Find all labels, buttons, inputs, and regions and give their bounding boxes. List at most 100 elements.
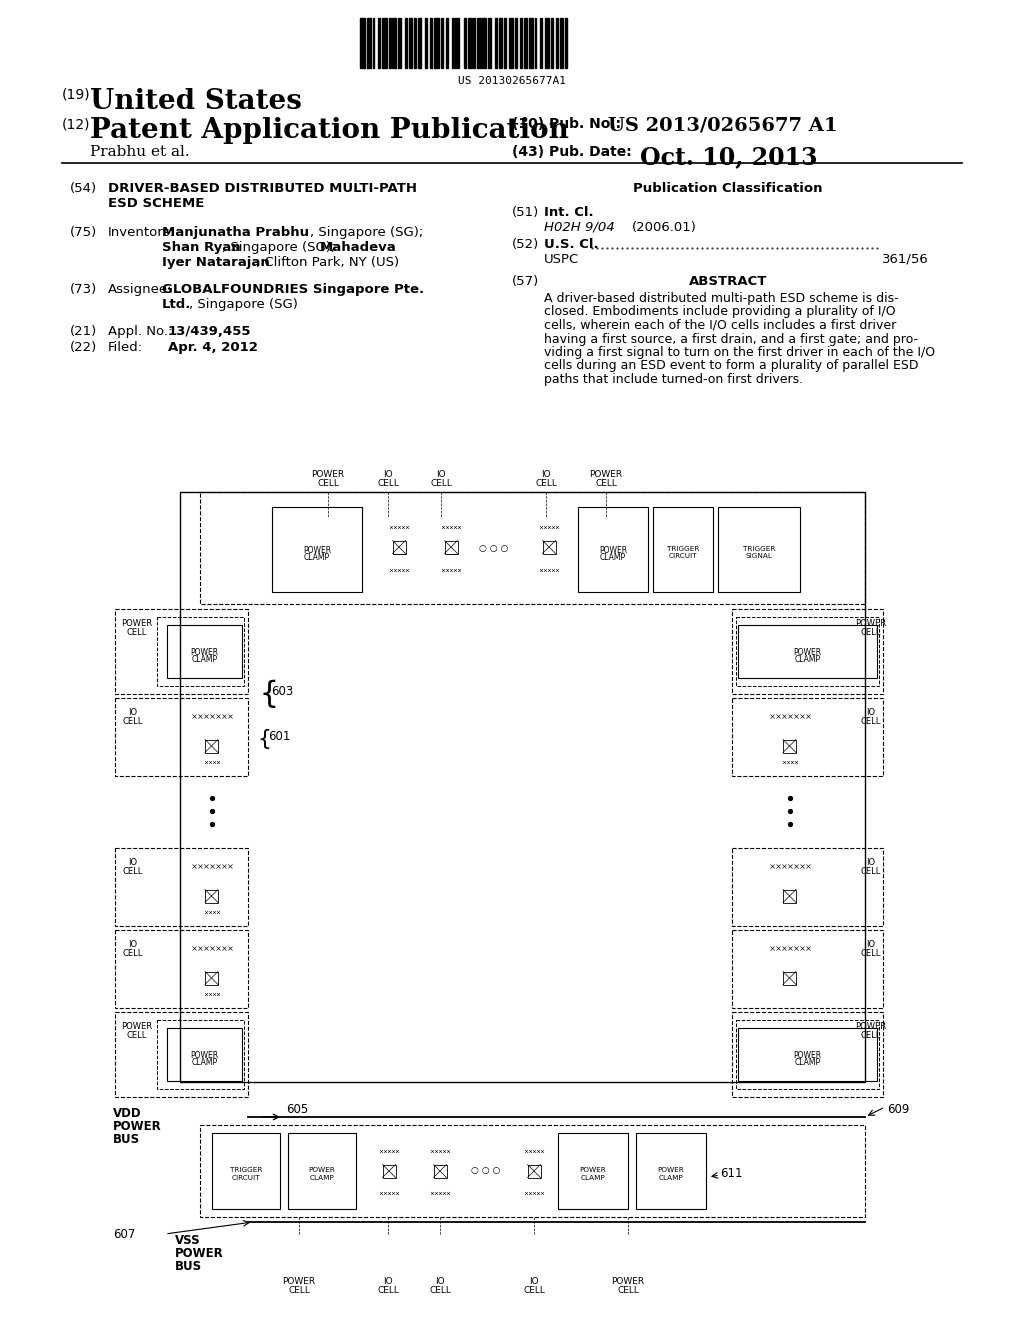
- Text: (54): (54): [70, 182, 97, 195]
- Polygon shape: [783, 972, 796, 985]
- Polygon shape: [783, 739, 796, 752]
- Text: POWER: POWER: [599, 546, 627, 554]
- Text: CLAMP: CLAMP: [309, 1175, 335, 1180]
- Bar: [465, 18, 466, 69]
- Bar: [406, 18, 407, 69]
- Text: CELL: CELL: [430, 479, 452, 488]
- Text: }: }: [253, 727, 267, 747]
- Text: paths that include turned-on first drivers.: paths that include turned-on first drive…: [544, 374, 803, 385]
- Bar: [446, 18, 449, 69]
- Text: POWER: POWER: [794, 648, 821, 657]
- Text: CELL: CELL: [523, 1286, 545, 1295]
- Text: Ltd.: Ltd.: [162, 298, 191, 312]
- Text: CELL: CELL: [536, 479, 557, 488]
- Text: CLAMP: CLAMP: [795, 655, 820, 664]
- Polygon shape: [205, 739, 218, 752]
- Bar: [524, 18, 527, 69]
- Bar: [482, 18, 486, 69]
- Text: ESD SCHEME: ESD SCHEME: [108, 197, 205, 210]
- Text: viding a first signal to turn on the first driver in each of the I/O: viding a first signal to turn on the fir…: [544, 346, 935, 359]
- Text: POWER: POWER: [657, 1167, 684, 1173]
- Text: POWER: POWER: [590, 470, 623, 479]
- Bar: [434, 18, 439, 69]
- Text: GLOBALFOUNDRIES Singapore Pte.: GLOBALFOUNDRIES Singapore Pte.: [162, 282, 424, 296]
- Polygon shape: [205, 890, 218, 903]
- Text: IO: IO: [436, 470, 445, 479]
- Polygon shape: [527, 1164, 541, 1177]
- Text: CELL: CELL: [377, 1286, 399, 1295]
- Text: TRIGGER: TRIGGER: [667, 546, 699, 552]
- Bar: [382, 18, 387, 69]
- Text: BUS: BUS: [175, 1261, 202, 1272]
- Bar: [373, 18, 375, 69]
- Text: CIRCUIT: CIRCUIT: [669, 553, 697, 558]
- Text: VSS: VSS: [175, 1234, 201, 1247]
- Text: Inventors:: Inventors:: [108, 226, 175, 239]
- Text: (19): (19): [62, 88, 91, 102]
- Text: IO: IO: [383, 470, 393, 479]
- Text: Shan Ryan: Shan Ryan: [162, 242, 241, 253]
- Text: 605: 605: [286, 1104, 308, 1115]
- Text: A driver-based distributed multi-path ESD scheme is dis-: A driver-based distributed multi-path ES…: [544, 292, 899, 305]
- Text: IO: IO: [529, 1276, 539, 1286]
- Text: }: }: [253, 677, 272, 706]
- Bar: [540, 18, 542, 69]
- Text: IO: IO: [128, 940, 137, 949]
- Bar: [397, 18, 401, 69]
- Polygon shape: [392, 540, 406, 553]
- Text: ○ ○ ○: ○ ○ ○: [471, 1167, 501, 1176]
- Bar: [456, 18, 459, 69]
- Bar: [418, 18, 421, 69]
- Text: 361/56: 361/56: [882, 253, 929, 267]
- Text: Manjunatha Prabhu: Manjunatha Prabhu: [162, 226, 309, 239]
- Text: POWER: POWER: [283, 1276, 315, 1286]
- Text: POWER: POWER: [113, 1119, 162, 1133]
- Text: POWER: POWER: [855, 619, 887, 628]
- Bar: [560, 18, 563, 69]
- Text: 603: 603: [271, 685, 293, 698]
- Text: CELL: CELL: [861, 949, 882, 958]
- Text: POWER: POWER: [308, 1167, 336, 1173]
- Text: CELL: CELL: [123, 717, 143, 726]
- Text: CELL: CELL: [429, 1286, 451, 1295]
- Text: IO: IO: [866, 708, 876, 717]
- Polygon shape: [444, 540, 458, 553]
- Text: 611: 611: [720, 1167, 742, 1180]
- Bar: [389, 18, 390, 69]
- Polygon shape: [383, 1164, 395, 1177]
- Text: Prabhu et al.: Prabhu et al.: [90, 145, 189, 158]
- Text: (10) Pub. No.:: (10) Pub. No.:: [512, 117, 622, 131]
- Text: CELL: CELL: [123, 949, 143, 958]
- Text: BUS: BUS: [113, 1133, 140, 1146]
- Text: ○ ○ ○: ○ ○ ○: [479, 544, 509, 553]
- Text: CLAMP: CLAMP: [304, 553, 330, 562]
- Polygon shape: [783, 890, 796, 903]
- Text: 13/439,455: 13/439,455: [168, 325, 252, 338]
- Bar: [551, 18, 553, 69]
- Bar: [441, 18, 442, 69]
- Bar: [529, 18, 532, 69]
- Text: 609: 609: [887, 1104, 909, 1115]
- Text: (52): (52): [512, 238, 540, 251]
- Text: , Singapore (SG);: , Singapore (SG);: [310, 226, 423, 239]
- Text: IO: IO: [866, 940, 876, 949]
- Text: CELL: CELL: [288, 1286, 310, 1295]
- Bar: [535, 18, 537, 69]
- Text: Mahadeva: Mahadeva: [319, 242, 396, 253]
- Text: United States: United States: [90, 88, 302, 115]
- Text: CELL: CELL: [617, 1286, 639, 1295]
- Text: CELL: CELL: [377, 479, 399, 488]
- Text: US 20130265677A1: US 20130265677A1: [458, 77, 566, 86]
- Text: 607: 607: [113, 1228, 135, 1241]
- Text: H02H 9/04: H02H 9/04: [544, 220, 614, 234]
- Text: POWER: POWER: [580, 1167, 606, 1173]
- Text: IO: IO: [542, 470, 551, 479]
- Text: POWER: POWER: [794, 1051, 821, 1060]
- Bar: [504, 18, 506, 69]
- Text: POWER: POWER: [611, 1276, 644, 1286]
- Text: POWER: POWER: [175, 1247, 224, 1261]
- Text: IO: IO: [435, 1276, 444, 1286]
- Text: (43) Pub. Date:: (43) Pub. Date:: [512, 145, 632, 158]
- Text: POWER: POWER: [303, 546, 331, 554]
- Bar: [546, 18, 549, 69]
